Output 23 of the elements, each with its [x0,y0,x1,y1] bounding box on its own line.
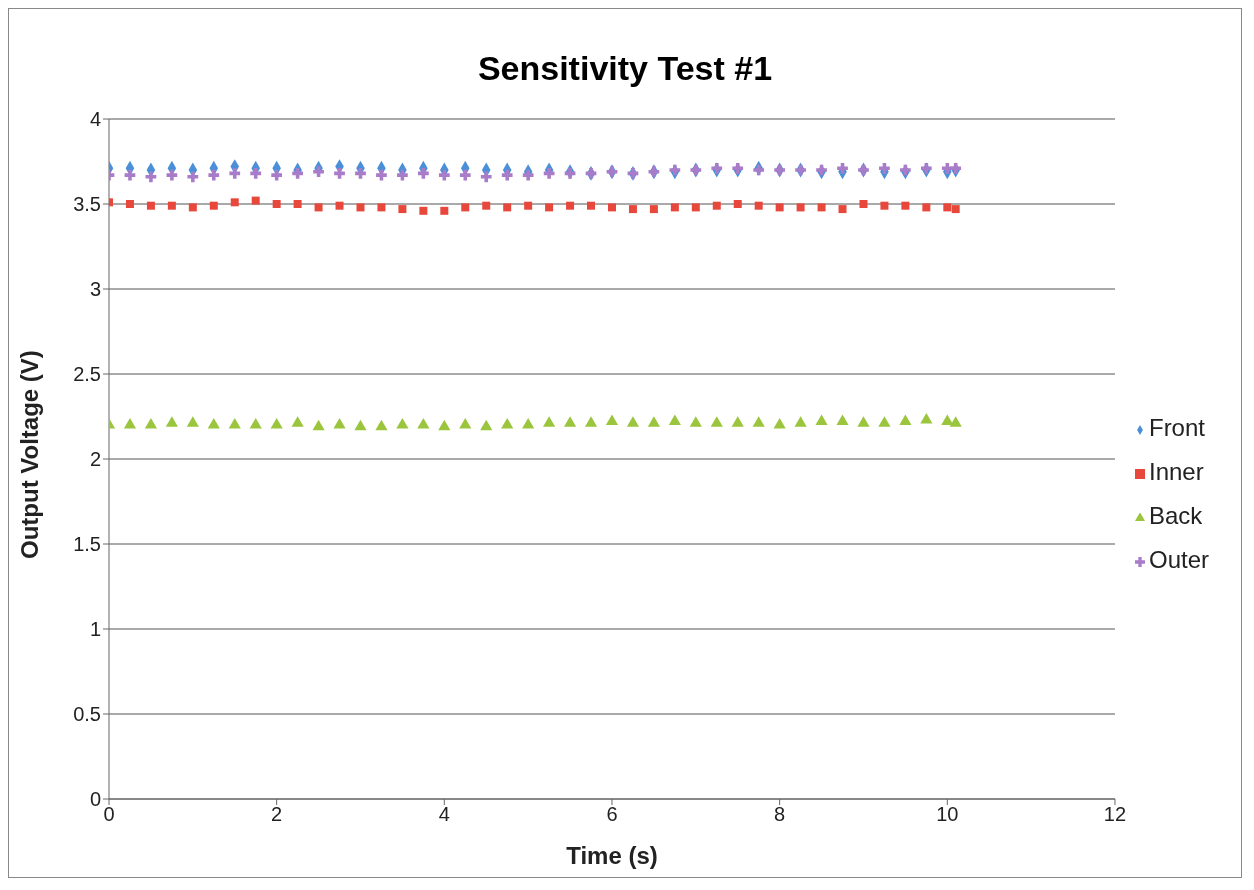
y-tick-label: 0 [89,788,101,811]
x-tick-label: 6 [606,803,618,826]
y-tick-label: 2.5 [73,363,101,386]
legend-label: Inner [1148,458,1204,485]
y-tick-label: 1 [89,618,101,641]
x-tick-label: 2 [271,803,283,826]
legend-label: Outer [1148,546,1209,573]
y-axis-title: Output Voltage (V) [15,350,43,559]
x-tick-label: 12 [1103,803,1127,826]
chart-title: Sensitivity Test #1 [476,48,774,89]
y-tick-label: 3 [89,278,101,301]
x-tick-label: 0 [103,803,115,826]
y-tick-label: 2 [89,448,101,471]
x-tick-label: 10 [936,803,959,826]
y-tick-label: 3.5 [73,193,101,216]
x-axis-title: Time (s) [566,842,658,869]
legend-label: Front [1148,414,1205,441]
legend-label: Back [1148,502,1203,529]
y-tick-label: 0.5 [73,703,101,726]
x-tick-label: 4 [438,803,450,826]
y-tick-label: 4 [89,108,101,131]
x-tick-label: 8 [774,803,786,826]
y-tick-label: 1.5 [73,533,101,556]
